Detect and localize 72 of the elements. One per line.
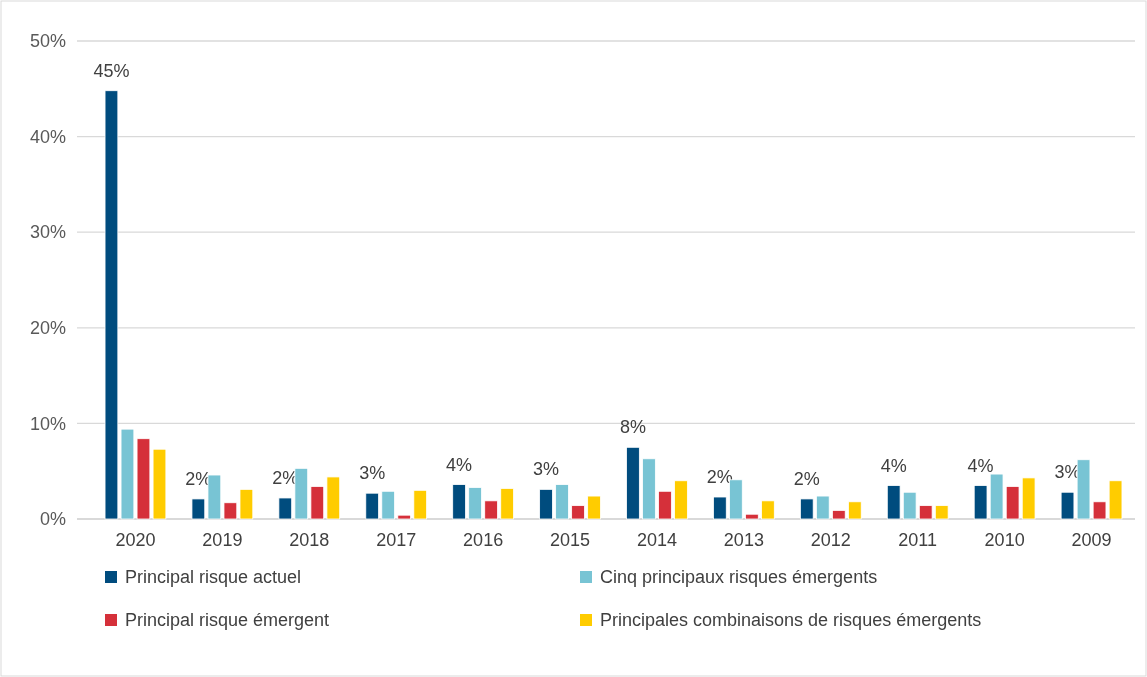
bar xyxy=(326,476,341,520)
data-label: 8% xyxy=(619,417,646,438)
bar xyxy=(397,514,412,520)
bar xyxy=(500,488,514,520)
data-label: 45% xyxy=(93,60,130,81)
bar xyxy=(310,486,325,520)
bar xyxy=(934,505,949,520)
x-tick-label: 2010 xyxy=(984,529,1025,550)
bar xyxy=(886,485,901,520)
bar xyxy=(918,505,933,520)
y-tick-label: 10% xyxy=(29,413,66,434)
bar xyxy=(1005,486,1020,520)
data-label: 2% xyxy=(706,467,733,488)
bar xyxy=(365,492,379,520)
x-tick-label: 2018 xyxy=(289,529,330,550)
data-label: 2% xyxy=(793,468,820,489)
bar xyxy=(278,497,293,520)
x-tick-label: 2019 xyxy=(202,529,243,550)
bar xyxy=(642,458,656,520)
x-tick-label: 2012 xyxy=(810,529,851,550)
bar xyxy=(191,498,206,520)
bar xyxy=(223,502,238,520)
bar xyxy=(239,488,254,520)
x-tick-label: 2013 xyxy=(723,529,764,550)
x-tick-label: 2014 xyxy=(636,529,677,550)
bar xyxy=(989,473,1004,520)
bar xyxy=(815,495,830,520)
y-tick-label: 50% xyxy=(29,31,66,52)
legend-label: Principal risque émergent xyxy=(125,610,330,630)
bar xyxy=(713,496,727,520)
bar xyxy=(831,510,846,520)
data-label: 4% xyxy=(967,455,994,476)
x-tick-label: 2011 xyxy=(898,529,938,550)
bar xyxy=(539,488,553,520)
x-tick-label: 2020 xyxy=(115,529,156,550)
bar xyxy=(674,480,688,520)
bar xyxy=(848,501,862,520)
y-tick-label: 40% xyxy=(29,126,66,147)
bar xyxy=(626,446,640,520)
y-tick-label: 20% xyxy=(29,318,66,339)
bar xyxy=(104,90,119,520)
y-tick-label: 0% xyxy=(39,509,66,530)
x-tick-label: 2016 xyxy=(463,529,504,550)
data-label: 3% xyxy=(359,463,386,484)
data-label: 4% xyxy=(880,455,907,476)
legend-label: Principales combinaisons de risques émergents xyxy=(600,610,982,630)
legend-label: Cinq principaux risques émergents xyxy=(600,567,878,587)
y-tick-label: 30% xyxy=(29,222,66,243)
bar xyxy=(294,467,309,520)
bar xyxy=(587,495,601,520)
bar xyxy=(207,474,222,520)
bar xyxy=(745,513,759,520)
x-tick-label: 2015 xyxy=(550,529,591,550)
bar xyxy=(381,490,396,520)
bar xyxy=(1108,480,1123,520)
bar xyxy=(413,489,428,520)
bar xyxy=(1021,477,1036,520)
bar xyxy=(468,487,482,520)
bar xyxy=(484,500,498,520)
data-label: 4% xyxy=(446,454,473,475)
x-tick-label: 2009 xyxy=(1071,529,1112,550)
bar xyxy=(973,485,988,520)
bar xyxy=(571,505,585,520)
x-tick-label: 2017 xyxy=(376,529,417,550)
bar xyxy=(761,500,775,520)
bar xyxy=(799,498,814,520)
bar xyxy=(555,484,569,520)
bar xyxy=(902,491,917,520)
bar xyxy=(658,490,672,520)
bar xyxy=(452,484,466,520)
data-label: 3% xyxy=(533,459,560,480)
legend-label: Principal risque actuel xyxy=(125,567,302,587)
